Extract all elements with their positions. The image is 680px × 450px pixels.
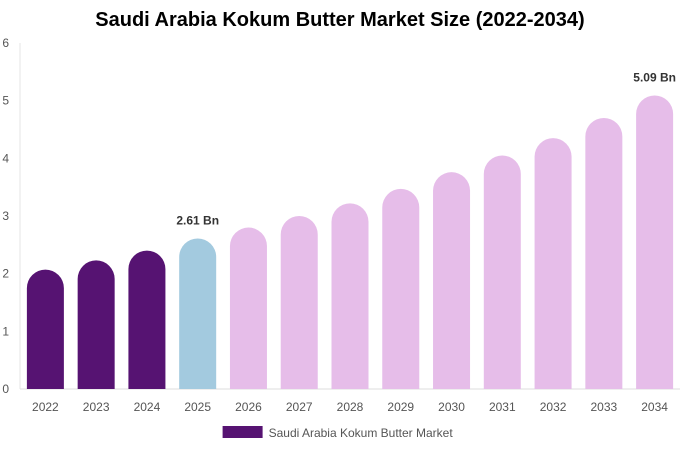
- bar-2028: [331, 203, 369, 389]
- bar-2026: [229, 227, 267, 389]
- x-tick-label-2025: 2025: [184, 400, 211, 414]
- y-tick-label: 2: [2, 267, 9, 281]
- y-tick-label: 5: [2, 94, 9, 108]
- bar-2031: [483, 155, 521, 389]
- x-tick-label-2022: 2022: [32, 400, 59, 414]
- data-label-2034: 5.09 Bn: [633, 70, 676, 84]
- x-tick-label-2028: 2028: [337, 400, 364, 414]
- x-tick-label-2026: 2026: [235, 400, 262, 414]
- bar-2034: [636, 95, 674, 389]
- x-tick-label-2024: 2024: [134, 400, 161, 414]
- x-axis: 2022 2023 2024 2025 2026 2027 2028 2029 2030 2031…: [20, 388, 680, 414]
- bar-2032: [534, 138, 572, 389]
- bar-2022: [26, 269, 64, 389]
- bar-2024: [128, 250, 166, 389]
- y-tick-label: 0: [2, 382, 9, 396]
- data-labels-group: 2.61 Bn 5.09 Bn: [176, 70, 676, 227]
- bar-2029: [382, 188, 420, 389]
- bar-2033: [585, 117, 623, 389]
- legend-label: Saudi Arabia Kokum Butter Market: [269, 426, 454, 440]
- x-tick-label-2027: 2027: [286, 400, 313, 414]
- legend-swatch: [222, 426, 263, 438]
- bar-2027: [280, 216, 318, 389]
- bar-2023: [77, 260, 115, 389]
- y-tick-label: 3: [2, 209, 9, 223]
- bar-2025: [179, 238, 217, 389]
- data-label-2025: 2.61 Bn: [176, 213, 219, 227]
- y-tick-label: 4: [2, 151, 9, 165]
- x-tick-label-2031: 2031: [489, 400, 516, 414]
- x-tick-label-2034: 2034: [641, 400, 668, 414]
- bar-2030: [433, 172, 471, 389]
- x-tick-label-2030: 2030: [438, 400, 465, 414]
- chart-title: Saudi Arabia Kokum Butter Market Size (2…: [95, 9, 585, 31]
- x-tick-label-2029: 2029: [387, 400, 414, 414]
- x-tick-label-2023: 2023: [83, 400, 110, 414]
- y-axis: 0 1 2 3 4 5 6: [2, 36, 21, 396]
- x-tick-label-2033: 2033: [590, 400, 617, 414]
- x-tick-label-2032: 2032: [540, 400, 567, 414]
- y-tick-label: 6: [2, 36, 9, 50]
- legend: Saudi Arabia Kokum Butter Market: [222, 426, 454, 440]
- y-tick-label: 1: [2, 324, 9, 338]
- bars-group: [26, 95, 674, 389]
